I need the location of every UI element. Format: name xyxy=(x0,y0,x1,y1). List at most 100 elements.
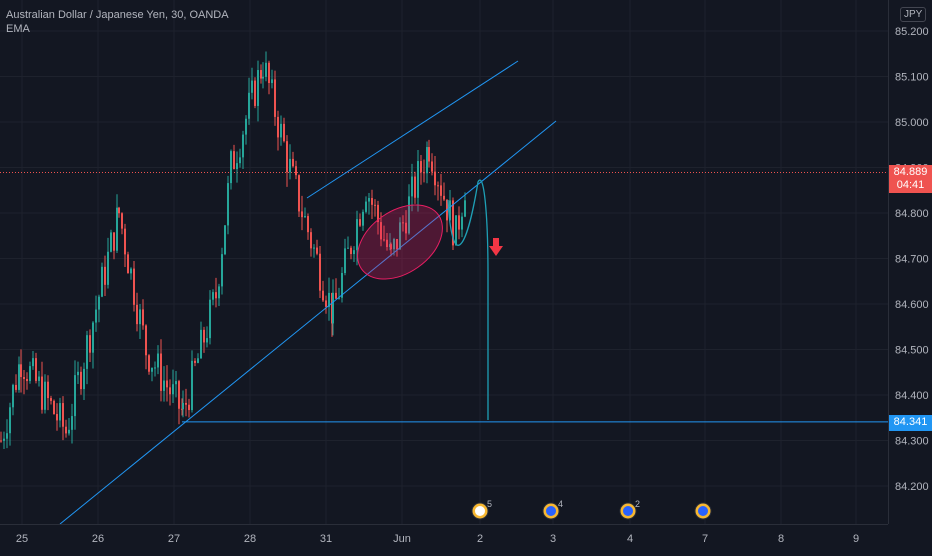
candle-body xyxy=(344,248,346,274)
candle-body xyxy=(118,207,120,214)
candle-body xyxy=(175,381,177,385)
down-arrow-icon xyxy=(489,238,503,256)
time-tick-label: 26 xyxy=(92,533,104,545)
candle-body xyxy=(26,378,28,382)
candle-body xyxy=(113,232,115,251)
candle-body xyxy=(283,123,285,142)
candle-body xyxy=(368,198,370,202)
time-tick-label: 25 xyxy=(16,533,28,545)
candle-body xyxy=(101,266,103,297)
price-chart[interactable]: 5 4 2 xyxy=(0,0,888,525)
price-tick-label: 85.200 xyxy=(895,26,929,38)
candle-body xyxy=(224,225,226,255)
candle-body xyxy=(47,381,49,399)
candle-body xyxy=(449,200,451,221)
candle-body xyxy=(191,360,193,411)
candle-body xyxy=(92,322,94,353)
event-count: 5 xyxy=(487,499,492,509)
candle-body xyxy=(136,304,138,325)
candle-body xyxy=(316,247,318,254)
time-tick-label: Jun xyxy=(393,533,411,545)
candle-body xyxy=(420,161,422,173)
candle-body xyxy=(178,381,180,409)
time-tick-label: 8 xyxy=(778,533,784,545)
candle-body xyxy=(12,384,14,408)
candle-body xyxy=(257,70,259,106)
candle-body xyxy=(181,408,183,410)
candle-body xyxy=(20,364,22,378)
candle-body xyxy=(325,300,327,307)
chart-area[interactable]: 5 4 2 xyxy=(0,0,888,525)
candle-body xyxy=(307,216,309,233)
last-price-tag: 84.889 04:41 xyxy=(889,165,932,193)
time-tick-label: 2 xyxy=(477,533,483,545)
price-tick-label: 84.300 xyxy=(895,436,929,448)
event-flag-inner xyxy=(475,506,485,516)
candle-body xyxy=(417,161,419,198)
candle-body xyxy=(0,440,2,442)
symbol-title: Australian Dollar / Japanese Yen, 30, OA… xyxy=(6,9,229,21)
candle-body xyxy=(200,329,202,359)
candle-body xyxy=(6,433,8,439)
candle-body xyxy=(313,247,315,249)
time-axis-labels: 25 26 27 28 31 Jun 2 3 4 7 8 9 xyxy=(16,533,859,545)
candle-body xyxy=(365,201,367,212)
candle-body xyxy=(41,376,43,410)
candle-body xyxy=(154,367,156,369)
candle-body xyxy=(29,366,31,382)
indicator-label[interactable]: EMA xyxy=(6,23,30,35)
chart-legend[interactable]: Australian Dollar / Japanese Yen, 30, OA… xyxy=(6,8,229,36)
last-price-value: 84.889 xyxy=(893,166,928,178)
projection-path xyxy=(447,179,489,420)
candle-body xyxy=(271,79,273,84)
price-tick-label: 84.700 xyxy=(895,254,929,266)
candle-body xyxy=(286,141,288,173)
candle-body xyxy=(431,161,433,172)
candle-body xyxy=(322,290,324,301)
highlight-ellipse xyxy=(357,204,443,280)
candle-body xyxy=(218,286,220,299)
upper-channel-line xyxy=(306,60,519,199)
candle-body xyxy=(23,377,25,379)
candle-body xyxy=(440,185,442,196)
candle-body xyxy=(245,118,247,135)
candle-body xyxy=(59,403,61,421)
time-tick-label: 9 xyxy=(853,533,859,545)
candle-body xyxy=(230,151,232,184)
candle-body xyxy=(130,268,132,274)
candle-body xyxy=(116,207,118,251)
candle-body xyxy=(107,251,109,285)
candle-body xyxy=(254,80,256,106)
candle-body xyxy=(292,158,294,167)
candle-body xyxy=(95,309,97,323)
candle-body xyxy=(160,353,162,391)
price-axis-labels: 85.20085.10085.00084.90084.80084.70084.6… xyxy=(895,26,929,493)
candle-body xyxy=(353,250,355,255)
candle-body xyxy=(408,196,410,234)
candle-body xyxy=(89,335,91,353)
time-tick-label: 7 xyxy=(702,533,708,545)
time-axis[interactable]: 25 26 27 28 31 Jun 2 3 4 7 8 9 xyxy=(0,524,888,551)
candle-body xyxy=(386,239,388,247)
candle-body xyxy=(280,123,282,138)
currency-badge[interactable]: JPY xyxy=(900,7,927,22)
price-axis[interactable]: 85.20085.10085.00084.90084.80084.70084.6… xyxy=(888,0,932,524)
candle-body xyxy=(236,163,238,170)
event-flag-inner xyxy=(698,506,708,516)
countdown-timer: 04:41 xyxy=(896,179,925,191)
candle-body xyxy=(274,79,276,117)
candle-body xyxy=(18,364,20,390)
candle-body xyxy=(242,134,244,158)
candle-body xyxy=(458,215,460,230)
price-tick-label: 84.500 xyxy=(895,345,929,357)
candle-body xyxy=(139,309,141,325)
candle-body xyxy=(338,297,340,299)
candle-body xyxy=(377,204,379,223)
candle-body xyxy=(62,403,64,427)
candle-body xyxy=(209,299,211,339)
candle-body xyxy=(166,380,168,388)
candle-body xyxy=(127,254,129,274)
candle-body xyxy=(332,292,334,324)
price-tick-label: 84.400 xyxy=(895,390,929,402)
candle-body xyxy=(188,404,190,411)
